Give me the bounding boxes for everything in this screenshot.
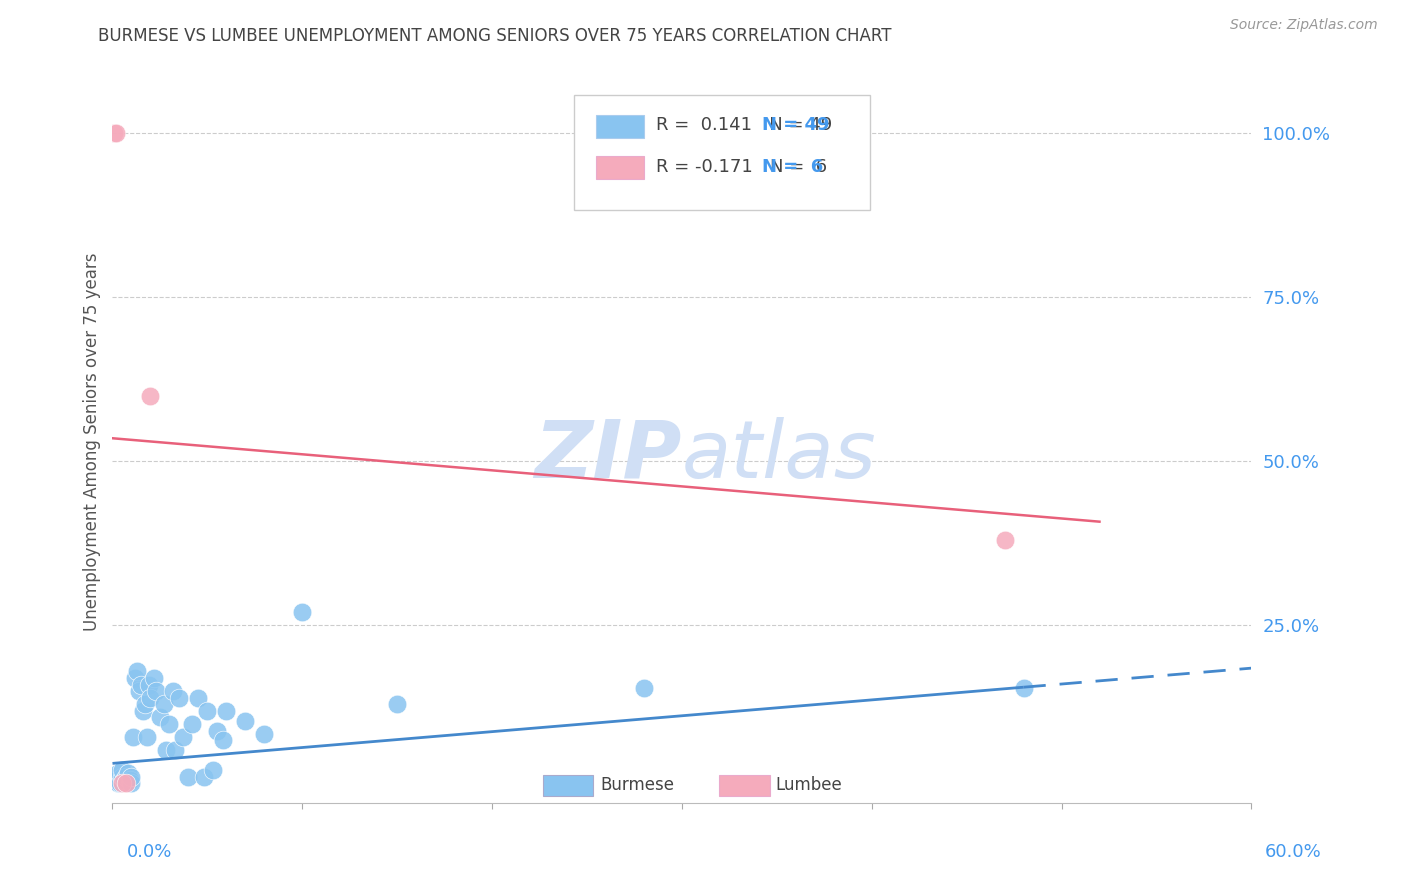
Point (114, 770, 136, 784)
Point (112, 772, 135, 787)
Point (215, 704, 238, 718)
Text: 60.0%: 60.0% (1265, 843, 1322, 861)
Point (211, 733, 233, 747)
FancyBboxPatch shape (574, 95, 870, 211)
Text: BURMESE VS LUMBEE UNEMPLOYMENT AMONG SENIORS OVER 75 YEARS CORRELATION CHART: BURMESE VS LUMBEE UNEMPLOYMENT AMONG SEN… (98, 27, 891, 45)
Point (105, 126, 128, 140)
Point (121, 770, 143, 784)
Point (128, 684, 150, 698)
Text: 0.0%: 0.0% (127, 843, 172, 861)
FancyBboxPatch shape (543, 774, 593, 796)
Point (118, 772, 141, 787)
Point (162, 684, 184, 698)
Point (117, 766, 139, 780)
Point (127, 665, 149, 679)
Point (103, 770, 125, 784)
Point (111, 770, 134, 784)
Point (111, 776, 134, 790)
Point (177, 770, 200, 784)
Point (253, 727, 276, 741)
Point (122, 730, 145, 744)
Text: N = 49: N = 49 (762, 116, 830, 134)
Point (155, 743, 177, 757)
Point (195, 704, 219, 718)
Text: ZIP: ZIP (534, 417, 682, 495)
FancyBboxPatch shape (596, 156, 644, 179)
Text: Lumbee: Lumbee (775, 776, 842, 795)
Point (181, 717, 204, 731)
Point (138, 677, 160, 691)
Y-axis label: Unemployment Among Seniors over 75 years: Unemployment Among Seniors over 75 years (83, 252, 101, 631)
Point (165, 743, 187, 757)
Point (107, 776, 129, 790)
Text: Source: ZipAtlas.com: Source: ZipAtlas.com (1230, 18, 1378, 32)
Point (111, 763, 134, 777)
Point (202, 763, 225, 777)
Point (193, 770, 215, 784)
Point (139, 690, 162, 705)
FancyBboxPatch shape (720, 774, 769, 796)
Point (145, 684, 167, 698)
Text: R = -0.171   N =  6: R = -0.171 N = 6 (655, 158, 827, 176)
Point (633, 681, 655, 695)
Point (235, 714, 257, 728)
Text: Burmese: Burmese (600, 776, 673, 795)
Point (139, 388, 162, 402)
Point (121, 776, 143, 790)
Point (134, 698, 156, 712)
Point (107, 766, 129, 780)
Point (152, 698, 174, 712)
Point (103, 126, 125, 140)
Point (124, 671, 146, 685)
Point (167, 690, 190, 705)
Point (105, 772, 128, 787)
Point (1012, 681, 1035, 695)
Point (159, 717, 180, 731)
Text: R =  0.141   N = 49: R = 0.141 N = 49 (655, 116, 832, 134)
Point (135, 730, 157, 744)
Point (132, 704, 155, 718)
Text: N =  6: N = 6 (762, 158, 823, 176)
Point (291, 605, 314, 619)
Point (108, 776, 131, 790)
Point (385, 698, 409, 712)
Point (114, 776, 136, 790)
Point (143, 671, 166, 685)
Point (205, 723, 228, 738)
Point (187, 690, 209, 705)
Point (993, 533, 1015, 547)
Point (172, 730, 194, 744)
Text: atlas: atlas (682, 417, 877, 495)
Point (149, 710, 172, 724)
FancyBboxPatch shape (596, 115, 644, 138)
Point (129, 677, 152, 691)
